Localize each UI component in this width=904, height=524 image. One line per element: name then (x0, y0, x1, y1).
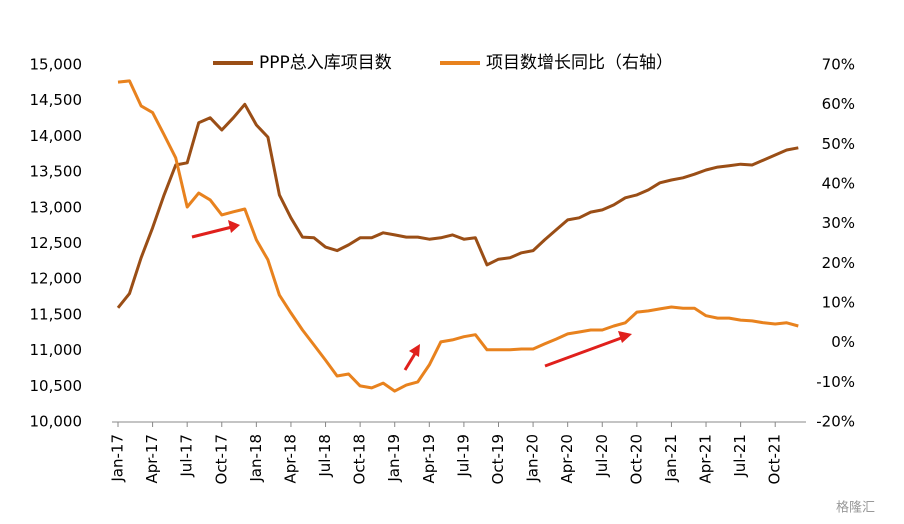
x-tick-label: Oct-20 (627, 434, 645, 484)
y2-tick-label: 20% (822, 254, 855, 272)
y-tick-label: 10,000 (30, 413, 83, 431)
x-tick-label: Jan-17 (109, 434, 127, 483)
x-tick-label: Oct-18 (351, 434, 369, 484)
x-tick-label: Apr-19 (420, 434, 438, 484)
x-tick-label: Apr-20 (558, 434, 576, 484)
y-tick-label: 12,000 (30, 270, 83, 288)
x-tick-label: Jan-20 (524, 434, 542, 483)
y2-tick-label: 50% (822, 135, 855, 153)
x-tick-label: Oct-17 (212, 434, 230, 484)
x-tick-label: Jul-17 (178, 434, 196, 478)
y-tick-label: 15,000 (30, 56, 83, 74)
y2-tick-label: 40% (822, 175, 855, 193)
x-tick-label: Apr-17 (143, 434, 161, 484)
series-line (116, 102, 799, 309)
y-tick-label: 11,000 (30, 341, 83, 359)
x-tick-label: Jan-19 (385, 434, 403, 483)
y-tick-label: 11,500 (30, 305, 83, 323)
y-tick-label: 14,500 (30, 91, 83, 109)
x-tick-label: Apr-21 (697, 434, 715, 484)
x-tick-label: Jul-20 (593, 434, 611, 478)
x-tick-label: Apr-18 (281, 434, 299, 484)
x-tick-label: Jul-18 (316, 434, 334, 478)
y-tick-label: 13,000 (30, 198, 83, 216)
y-tick-label: 13,500 (30, 163, 83, 181)
series-line (117, 79, 799, 393)
y-tick-label: 12,500 (30, 234, 83, 252)
y2-tick-label: -10% (816, 373, 855, 391)
y2-tick-label: 0% (831, 333, 855, 351)
x-tick-label: Jan-21 (662, 434, 680, 483)
legend-label: 项目数增长同比（右轴） (486, 53, 673, 73)
watermark: 格隆汇 (836, 500, 875, 516)
x-tick-label: Oct-19 (489, 434, 507, 484)
x-tick-label: Oct-21 (766, 434, 784, 484)
x-tick-label: Jul-19 (454, 434, 472, 478)
y2-tick-label: 10% (822, 294, 855, 312)
legend-label: PPP总入库项目数 (259, 53, 392, 73)
y-tick-label: 10,500 (30, 377, 83, 395)
y2-tick-label: 30% (822, 214, 855, 232)
y-tick-label: 14,000 (30, 127, 83, 145)
y2-tick-label: 70% (822, 56, 855, 74)
y2-tick-label: -20% (816, 413, 855, 431)
x-tick-label: Jan-18 (247, 434, 265, 483)
annotation-arrows (191, 220, 632, 371)
y2-tick-label: 60% (822, 95, 855, 113)
x-tick-label: Jul-21 (731, 434, 749, 478)
